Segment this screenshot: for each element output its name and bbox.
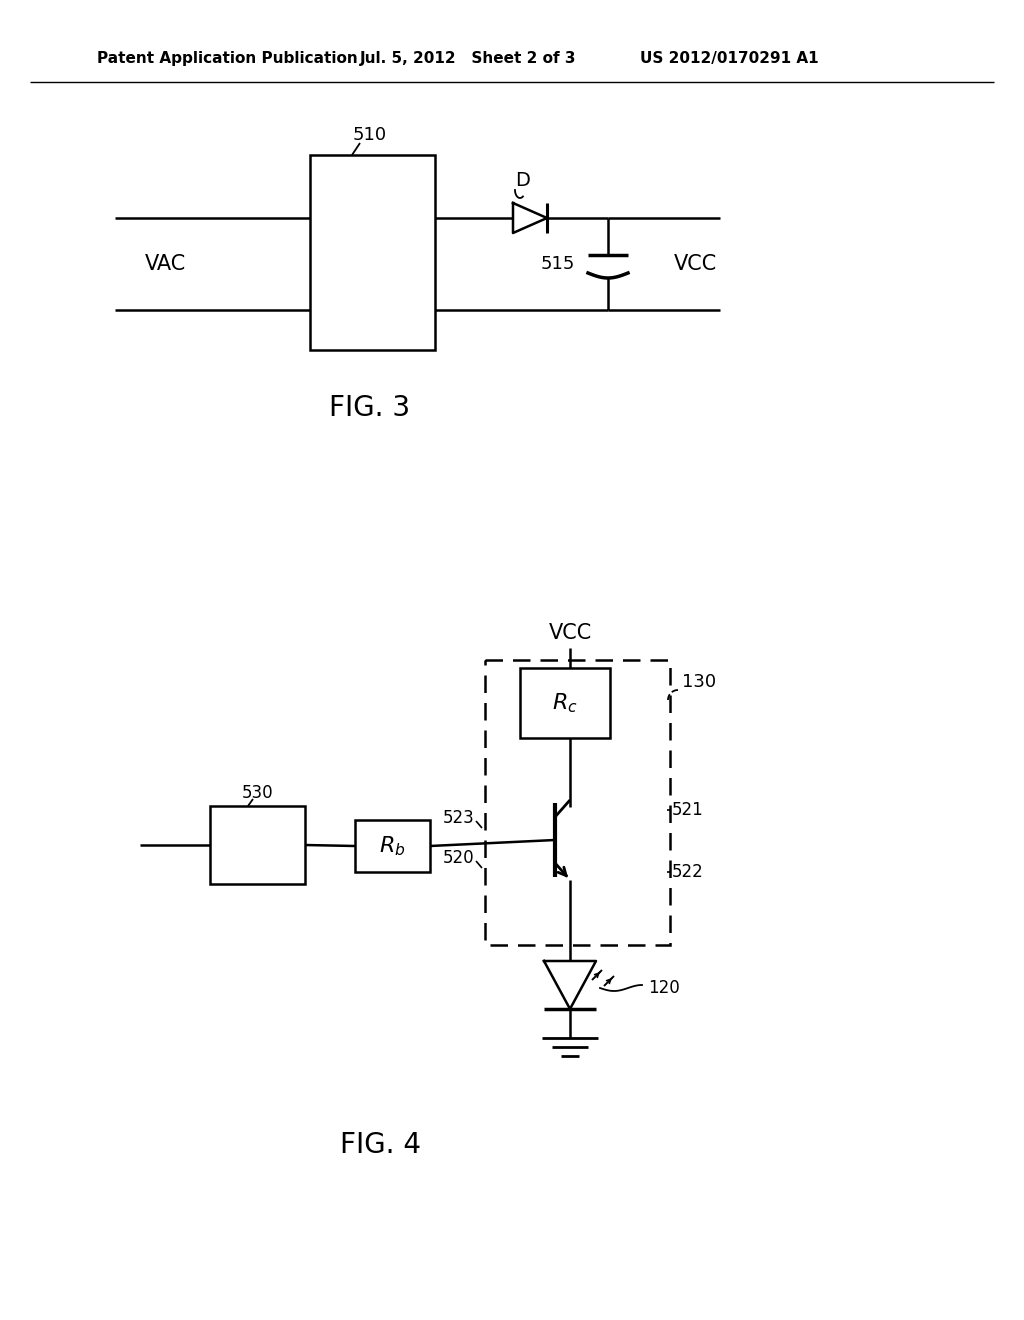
Text: VCC: VCC (674, 253, 717, 275)
Text: 530: 530 (243, 784, 273, 803)
Text: 130: 130 (682, 673, 716, 690)
Text: 521: 521 (672, 801, 703, 818)
Text: FIG. 4: FIG. 4 (340, 1131, 421, 1159)
Text: FIG. 3: FIG. 3 (330, 393, 411, 422)
Text: US 2012/0170291 A1: US 2012/0170291 A1 (640, 50, 818, 66)
Text: 515: 515 (541, 255, 575, 273)
Text: VCC: VCC (549, 623, 592, 643)
Bar (520, 668, 610, 738)
Text: VAC: VAC (144, 253, 185, 275)
Text: 523: 523 (442, 809, 474, 828)
Text: 510: 510 (353, 125, 387, 144)
Text: Jul. 5, 2012   Sheet 2 of 3: Jul. 5, 2012 Sheet 2 of 3 (360, 50, 577, 66)
Text: 522: 522 (672, 863, 703, 880)
Bar (485, 660, 670, 945)
Bar (310, 154, 435, 350)
Bar (210, 807, 305, 884)
Text: Patent Application Publication: Patent Application Publication (97, 50, 357, 66)
Text: D: D (515, 170, 530, 190)
Text: 520: 520 (442, 849, 474, 867)
Text: 120: 120 (648, 979, 680, 997)
Text: $R_c$: $R_c$ (552, 692, 578, 715)
Bar (355, 820, 430, 873)
Text: $R_b$: $R_b$ (379, 834, 406, 858)
